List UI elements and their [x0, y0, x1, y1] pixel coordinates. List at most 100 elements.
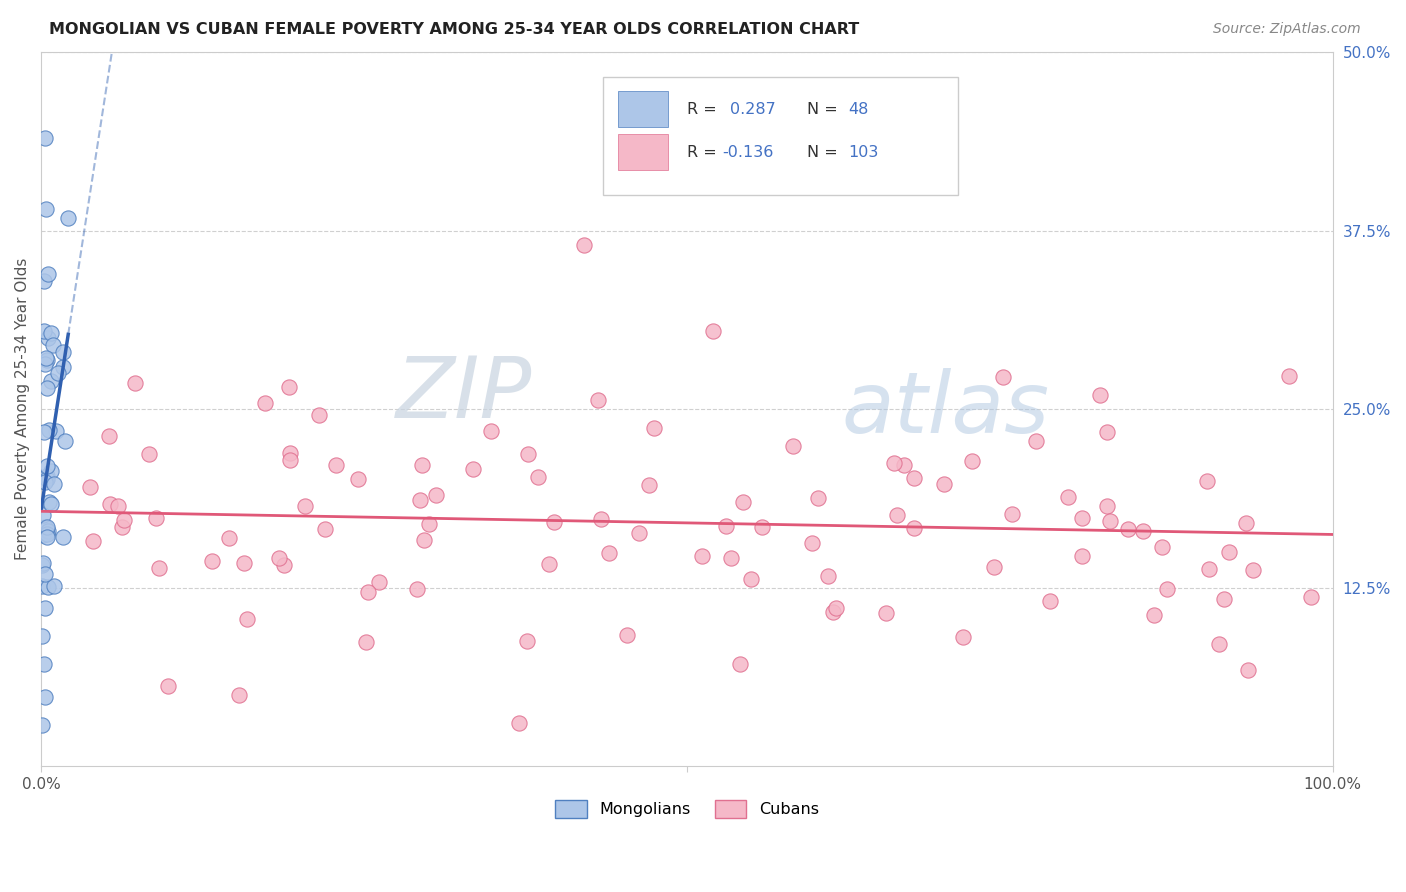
Point [903, 470, 925, 484]
Point [1001, 508, 1024, 522]
Point [41, 337, 63, 351]
Point [616, 628, 638, 642]
Point [598, 546, 620, 560]
Point [110, 520, 132, 534]
Point [875, 607, 897, 621]
Point [628, 525, 651, 540]
Point [38, 495, 60, 509]
Text: R =: R = [688, 102, 721, 117]
Point [782, 439, 804, 453]
Point [883, 456, 905, 470]
Point [1132, 524, 1154, 538]
Point [960, 454, 983, 468]
Point [1198, 562, 1220, 576]
Point [418, 517, 440, 532]
Point [952, 630, 974, 644]
Point [34, 131, 56, 145]
Point [34, 520, 56, 534]
Point [107, 500, 129, 514]
Legend: Mongolians, Cubans: Mongolians, Cubans [547, 791, 827, 826]
Point [37, 472, 59, 486]
Point [1278, 368, 1301, 383]
Point [228, 688, 250, 702]
Point [461, 462, 484, 476]
Point [516, 634, 538, 648]
Point [277, 380, 299, 394]
Point [32, 274, 55, 288]
Point [1070, 549, 1092, 563]
Point [733, 495, 755, 509]
Text: ZIP: ZIP [395, 353, 531, 436]
Point [1116, 522, 1139, 536]
Point [34, 566, 56, 581]
Point [42, 579, 65, 593]
Point [932, 477, 955, 491]
Point [1208, 637, 1230, 651]
Point [1095, 425, 1118, 439]
Point [1150, 541, 1173, 555]
Point [411, 458, 433, 473]
Point [138, 447, 160, 461]
Point [34, 357, 56, 371]
Point [31, 717, 53, 731]
Point [34, 601, 56, 615]
Point [325, 458, 347, 472]
Point [37, 353, 59, 368]
Point [807, 491, 830, 505]
Point [273, 558, 295, 573]
Point [1241, 563, 1264, 577]
Text: Source: ZipAtlas.com: Source: ZipAtlas.com [1213, 22, 1361, 37]
Point [52, 530, 75, 544]
Point [1299, 590, 1322, 604]
Point [267, 551, 290, 566]
Point [148, 561, 170, 575]
Point [32, 528, 55, 542]
Text: 103: 103 [848, 145, 879, 160]
Point [254, 396, 277, 410]
Point [46, 367, 69, 381]
Point [32, 324, 55, 338]
Point [1234, 516, 1257, 530]
Point [31, 558, 53, 573]
Point [31, 629, 53, 643]
Point [233, 557, 256, 571]
Point [124, 376, 146, 391]
Point [35, 530, 58, 544]
Point [35, 519, 58, 533]
Point [1236, 663, 1258, 677]
Point [37, 331, 59, 345]
Point [479, 424, 502, 438]
Point [145, 510, 167, 524]
Point [308, 408, 330, 422]
Point [1098, 515, 1121, 529]
Text: MONGOLIAN VS CUBAN FEMALE POVERTY AMONG 25-34 YEAR OLDS CORRELATION CHART: MONGOLIAN VS CUBAN FEMALE POVERTY AMONG … [49, 22, 859, 37]
Point [278, 446, 301, 460]
Point [51, 345, 73, 359]
Point [589, 512, 612, 526]
Point [218, 531, 240, 545]
Point [31, 579, 53, 593]
Point [354, 635, 377, 649]
FancyBboxPatch shape [619, 135, 668, 170]
Point [32, 425, 55, 440]
Point [409, 493, 432, 508]
Point [157, 679, 180, 693]
Point [34, 690, 56, 704]
Point [53, 434, 76, 448]
Point [1039, 593, 1062, 607]
Point [637, 478, 659, 492]
Point [1143, 608, 1166, 623]
Point [235, 612, 257, 626]
Point [1218, 544, 1240, 558]
Point [886, 508, 908, 523]
Text: N =: N = [807, 102, 844, 117]
Point [1057, 491, 1080, 505]
Point [1212, 591, 1234, 606]
Point [720, 551, 742, 566]
Point [201, 554, 224, 568]
Point [983, 560, 1005, 574]
Point [800, 535, 823, 549]
Point [37, 580, 59, 594]
Point [690, 549, 713, 564]
Point [824, 600, 846, 615]
